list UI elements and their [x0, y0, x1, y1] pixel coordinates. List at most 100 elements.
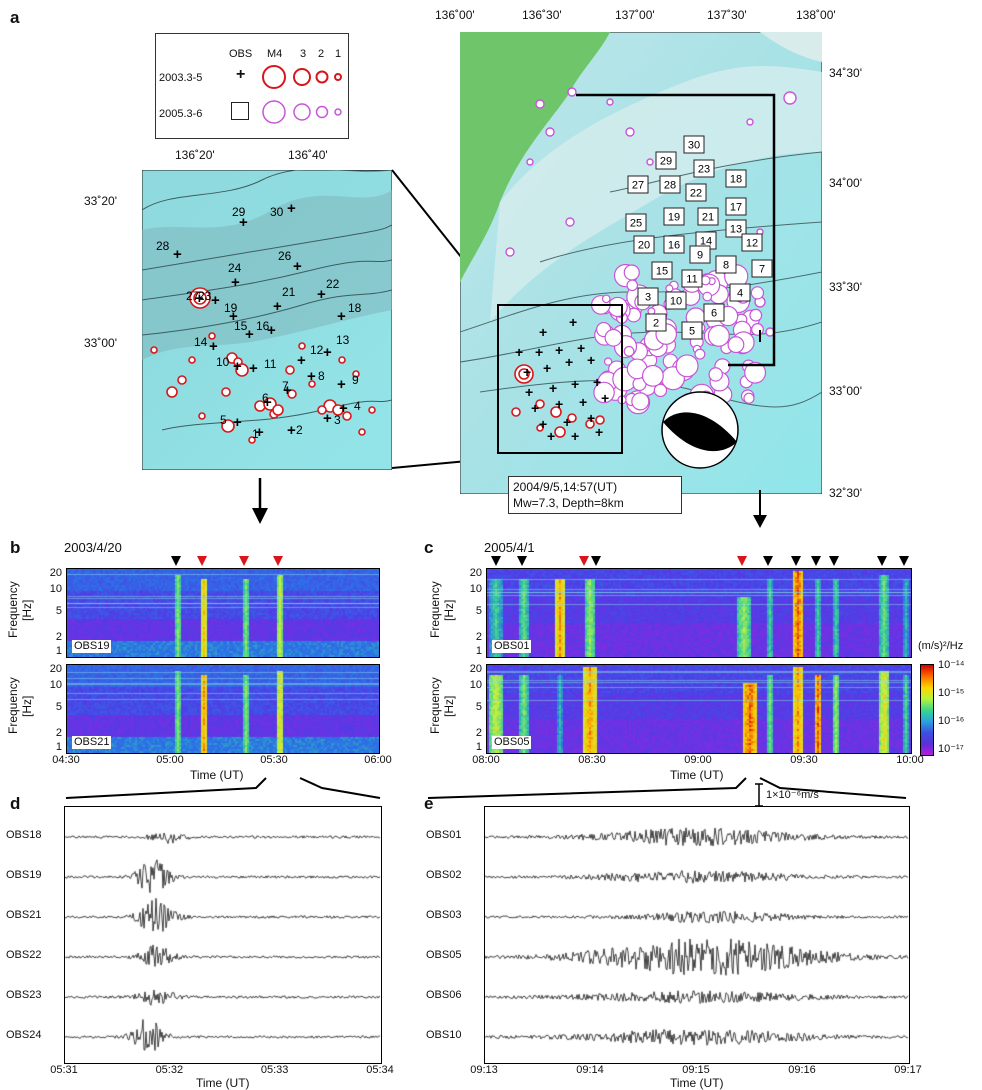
y-tick-label: 2 [475, 631, 482, 643]
obs-box-marker [725, 169, 747, 188]
obs-box-label: 21 [702, 212, 714, 224]
panel-b-yticks-1: 20 10 5 2 1 [36, 567, 64, 657]
obs-station-marker: + [563, 414, 571, 430]
earthquake-circle [332, 404, 344, 416]
obs-station-marker: + [255, 424, 264, 441]
right-map-lon-3: 137˚00' [615, 8, 655, 22]
event-info-box: 2004/9/5,14:57(UT) Mw=7.3, Depth=8km [508, 476, 682, 514]
obs-box-label: 19 [668, 212, 680, 224]
legend-period-2005: 2005.3-6 [159, 108, 203, 120]
y-tick-label: 20 [49, 567, 62, 579]
earthquake-circle [188, 356, 196, 364]
x-tick-label: 05:00 [156, 754, 184, 766]
earthquake-circle [631, 392, 650, 411]
earthquake-circle [308, 380, 316, 388]
earthquake-circle [749, 308, 763, 322]
obs-station-number: 30 [270, 205, 284, 219]
obs-station-marker: + [569, 314, 577, 330]
y-tick-label: 1 [55, 645, 62, 657]
right-map-lon-1: 136˚00' [435, 8, 475, 22]
x-tick-label: 06:00 [364, 754, 392, 766]
earthquake-circle [606, 98, 614, 106]
y-tick-label: 2 [55, 631, 62, 643]
obs-box-label: 10 [670, 296, 682, 308]
left-map-lat-label-2: 33˚00' [84, 336, 117, 350]
obs-station-marker: + [287, 422, 296, 439]
x-tick-label: 05:31 [50, 1064, 78, 1076]
earthquake-circle [743, 392, 755, 404]
obs-box-marker [703, 303, 725, 322]
obs-box-label: 15 [656, 266, 668, 278]
earthquake-circle [198, 412, 206, 420]
earthquake-circle [746, 118, 754, 126]
obs-box-label: 6 [711, 308, 717, 320]
obs-station-number: 29 [232, 205, 246, 219]
obs-station-marker: + [565, 354, 573, 370]
y-tick-label: 1 [55, 741, 62, 753]
obs-station-marker: + [337, 308, 346, 325]
earthquake-circle [783, 91, 797, 105]
legend-header-3: 3 [300, 48, 307, 60]
panel-c-xlabel: Time (UT) [670, 768, 724, 782]
panel-e-xticks: 09:13 09:14 09:15 09:16 09:17 [470, 1064, 922, 1080]
obs-station-marker: + [267, 322, 276, 339]
panel-c-yticks-2: 20 10 5 2 1 [456, 663, 484, 753]
obs-station-number: 21 [282, 285, 296, 299]
obs-box-label: 25 [630, 218, 642, 230]
obs-box-marker [627, 175, 649, 194]
obs-station-marker: + [595, 424, 603, 440]
legend-header-m4: M4 [267, 48, 283, 60]
obs-box-marker [689, 245, 711, 264]
panel-d-xticks: 05:31 05:32 05:33 05:34 [50, 1064, 394, 1080]
panel-c-station-1: OBS01 [492, 640, 532, 653]
obs-station-number: 5 [220, 413, 227, 427]
earthquake-circle [550, 406, 562, 418]
earthquake-circle [150, 346, 158, 354]
obs-box-marker [683, 135, 705, 154]
right-map-lat-1: 34˚30' [829, 66, 862, 80]
earthquake-circle [518, 368, 530, 380]
waveform-station-label: OBS10 [426, 1029, 462, 1041]
x-tick-label: 09:17 [894, 1064, 922, 1076]
panel-d-station-labels: OBS18 OBS19 OBS21 OBS22 OBS23 OBS24 [6, 806, 62, 1062]
y-tick-label: 2 [55, 727, 62, 739]
earthquake-circle [744, 361, 767, 384]
earthquake-circle [625, 127, 635, 137]
y-tick-label: 20 [469, 663, 482, 675]
earthquake-circle [263, 397, 277, 411]
obs-station-marker: + [293, 258, 302, 275]
obs-station-marker: + [233, 414, 242, 431]
earthquake-circle [545, 127, 555, 137]
x-tick-label: 09:00 [684, 754, 712, 766]
black-event-triangle-icon [877, 556, 887, 566]
obs-station-marker: + [525, 384, 533, 400]
obs-box-marker [685, 183, 707, 202]
earthquake-circle [623, 264, 640, 281]
obs-box-label: 11 [686, 274, 697, 286]
x-tick-label: 09:15 [682, 1064, 710, 1076]
obs-box-marker [725, 219, 747, 238]
obs-station-marker: + [209, 338, 218, 355]
obs-box-marker [651, 261, 673, 280]
earthquake-circle [708, 367, 723, 382]
left-map-lat-label-1: 33˚20' [84, 194, 117, 208]
obs-station-marker: + [245, 326, 254, 343]
waveform-station-label: OBS19 [6, 869, 42, 881]
obs-box-label: 14 [700, 236, 712, 248]
earthquake-circle [601, 294, 611, 304]
obs-box-label: 18 [730, 174, 742, 186]
focal-mechanism-beachball [661, 391, 739, 469]
panel-b-spectrogram-obs21 [66, 664, 380, 754]
obs-station-marker: + [339, 400, 348, 417]
time-zoom-lines [65, 777, 907, 799]
obs-box-label: 16 [668, 240, 680, 252]
obs-station-number: 27 [186, 289, 200, 303]
y-tick-label: 5 [475, 701, 482, 713]
right-arrow-path [753, 330, 767, 528]
obs-station-marker: + [195, 290, 204, 307]
obs-box-label: 29 [660, 156, 672, 168]
earthquake-circle [535, 99, 545, 109]
obs-station-marker: + [273, 298, 282, 315]
y-tick-label: 20 [469, 567, 482, 579]
